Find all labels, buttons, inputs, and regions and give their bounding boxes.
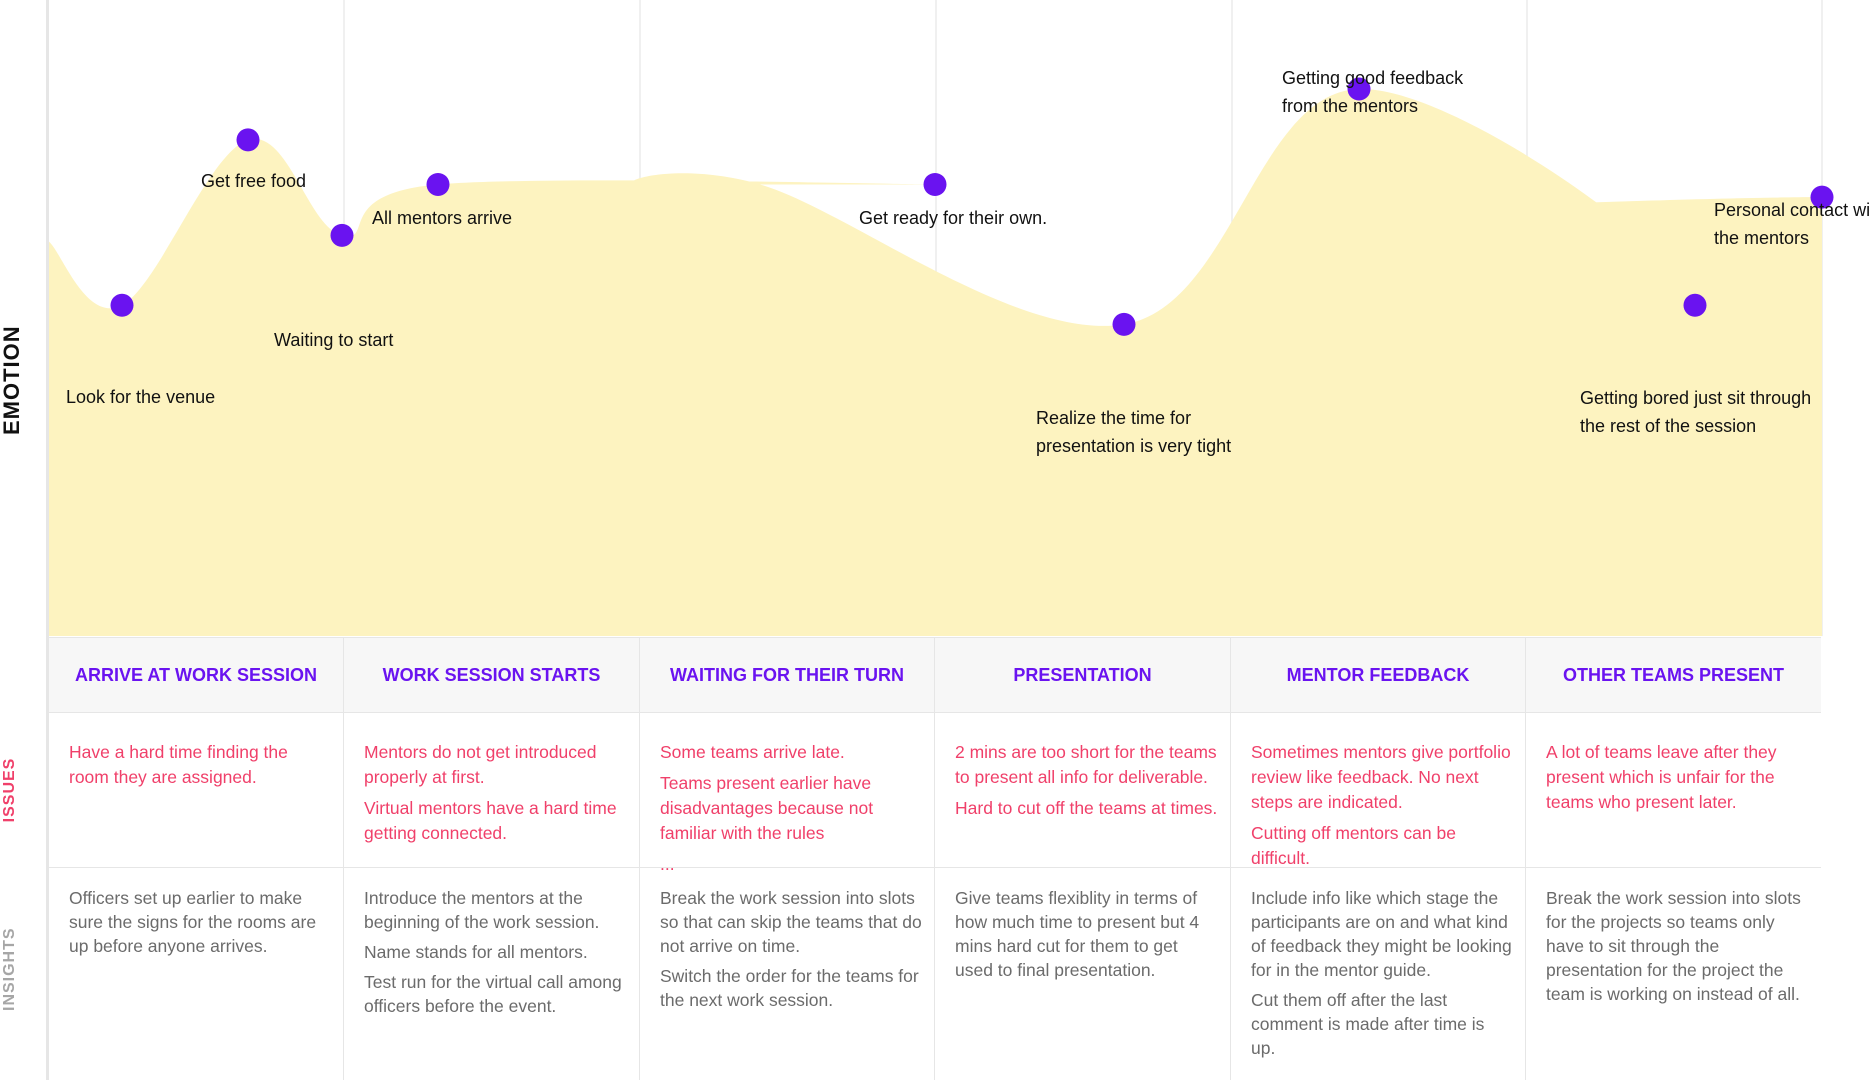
insights-cell: Introduce the mentors at the beginning o… [344, 868, 640, 1080]
emotion-point [1810, 185, 1834, 209]
insight-text: Give teams flexiblity in terms of how mu… [955, 888, 1200, 980]
emotion-curve-chart: Look for the venue Get free food Waiting t… [49, 0, 1870, 637]
issue-text: Sometimes mentors give portfolio review … [1251, 742, 1511, 812]
emotion-point-label: Getting good feedback from the mentors [1282, 68, 1464, 116]
insights-cell: Break the work session into slots so tha… [640, 868, 935, 1080]
emotion-point-label: Get free food [201, 171, 306, 191]
emotion-curve-area [49, 88, 1828, 637]
emotion-point [110, 293, 134, 317]
left-axis-rule [46, 0, 49, 1080]
stage-title: WAITING FOR THEIR TURN [640, 638, 935, 712]
issues-row: Have a hard time finding the room they a… [49, 712, 1821, 874]
emotion-point-labels: Look for the venue Get free food Waiting t… [66, 68, 1870, 456]
issue-text: Teams present earlier have disadvantages… [660, 773, 874, 843]
emotion-point-label: Get ready for their own. [859, 208, 1047, 228]
issues-cell: Have a hard time finding the room they a… [49, 712, 344, 867]
stage-title: MENTOR FEEDBACK [1231, 638, 1526, 712]
stage-title: OTHER TEAMS PRESENT [1562, 664, 1785, 685]
insights-cell: Give teams flexiblity in terms of how mu… [935, 868, 1231, 1080]
stage-title: PRESENTATION [935, 638, 1231, 712]
issues-cell: Mentors do not get introduced properly a… [344, 712, 640, 867]
insights-row-label: INSIGHTS [1, 927, 18, 1011]
emotion-point [330, 223, 354, 247]
issues-cell: Sometimes mentors give portfolio review … [1231, 712, 1526, 868]
emotion-point [236, 128, 260, 152]
insight-text: Cut them off after the last comment is m… [1251, 990, 1485, 1058]
issue-text: Some teams arrive late. [660, 742, 845, 762]
emotion-point-label: Getting bored just sit through the rest o… [1580, 388, 1811, 436]
insights-cell: Break the work session into slots for th… [1526, 868, 1821, 1080]
issue-text: A lot of teams leave after they present … [1546, 742, 1777, 812]
stage-title: ARRIVE AT WORK SESSION [49, 638, 344, 712]
issue-text: Virtual mentors have a hard time getting… [364, 798, 617, 843]
insight-text: Include info like which stage the partic… [1251, 888, 1512, 980]
emotion-points [110, 77, 1834, 336]
issue-text: Mentors do not get introduced properly a… [364, 742, 597, 787]
insights-row: Officers set up earlier to make sure the… [49, 868, 1821, 1080]
emotion-point [426, 172, 450, 196]
issue-text: Cutting off mentors can be difficult. [1251, 823, 1456, 868]
insights-cell: Officers set up earlier to make sure the… [49, 868, 344, 1080]
issues-cell: 2 mins are too short for the teams to pr… [935, 712, 1231, 867]
insight-text: Switch the order for the teams for the n… [660, 966, 919, 1010]
emotion-point-label: Waiting to start [274, 330, 393, 350]
insight-text: Break the work session into slots for th… [1546, 888, 1801, 1004]
insight-text: Officers set up earlier to make sure the… [69, 888, 317, 956]
emotion-point-label: Realize the time for presentation is very… [1036, 408, 1231, 456]
emotion-point [923, 172, 947, 196]
insight-text: Break the work session into slots so tha… [660, 888, 922, 956]
insight-text: Introduce the mentors at the beginning o… [364, 888, 600, 932]
stages-row: ARRIVE AT WORK SESSION WORK SESSION START… [49, 637, 1821, 713]
insights-cell: Include info like which stage the partic… [1231, 868, 1526, 1080]
issue-text: 2 mins are too short for the teams to pr… [955, 742, 1217, 787]
issues-cell: Some teams arrive late. Teams present ear… [640, 712, 935, 874]
issues-row-label: ISSUES [1, 757, 18, 823]
issues-cell: A lot of teams leave after they present … [1526, 712, 1821, 867]
emotion-point-label: Personal contact with the mentors [1714, 200, 1870, 248]
insight-text: Name stands for all mentors. [364, 942, 588, 962]
emotion-point [1347, 77, 1371, 101]
emotion-point [1683, 293, 1707, 317]
emotion-point-label: Look for the venue [66, 387, 215, 407]
issue-text: ... [660, 854, 675, 874]
issue-text: Hard to cut off the teams at times. [955, 798, 1218, 818]
emotion-point [1112, 312, 1136, 336]
insight-text: Test run for the virtual call among offi… [364, 972, 622, 1016]
issue-text: Have a hard time finding the room they a… [69, 742, 288, 787]
stage-title: WORK SESSION STARTS [344, 638, 640, 712]
emotion-point-label: All mentors arrive [372, 208, 512, 228]
